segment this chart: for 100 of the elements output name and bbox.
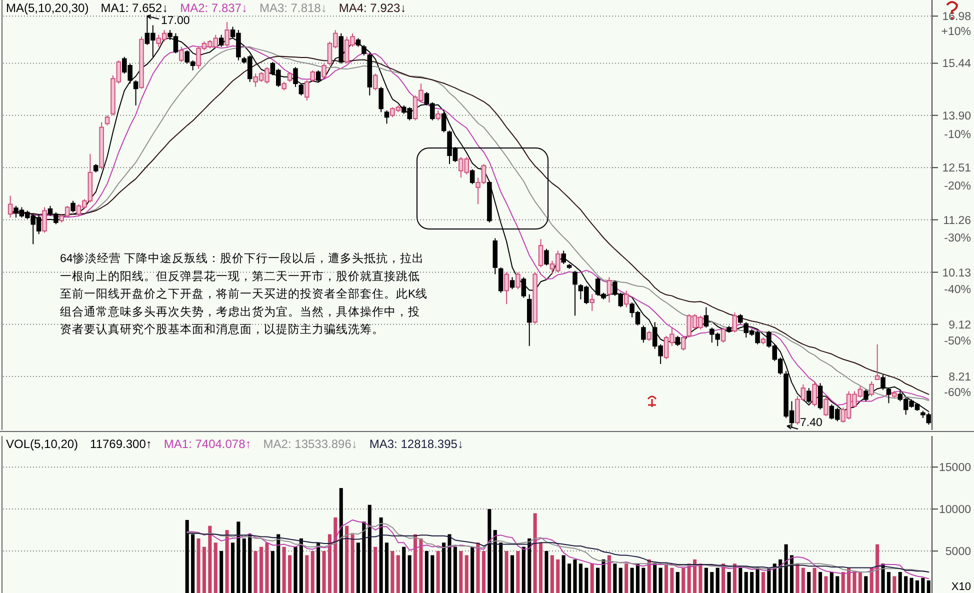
bar (778, 559, 782, 593)
bar (556, 559, 560, 593)
bar (732, 564, 736, 593)
candlestick (304, 80, 310, 102)
bar (259, 546, 264, 593)
candlestick (864, 388, 868, 402)
bar (624, 564, 628, 593)
candlestick (298, 83, 304, 96)
y-tick-label: 10000 (939, 504, 971, 516)
candlestick (812, 380, 817, 407)
bar (750, 572, 754, 593)
y-tick-label: 9.12 (948, 319, 971, 332)
bar (379, 517, 383, 593)
bar (716, 568, 720, 593)
bar (910, 578, 914, 593)
candlestick (498, 266, 504, 294)
bar (682, 568, 686, 593)
candlestick (224, 21, 230, 48)
bar (568, 564, 572, 593)
candlestick (738, 314, 743, 324)
bar (424, 551, 428, 593)
bar (898, 572, 902, 593)
candlestick (378, 86, 384, 113)
y-tick-label: 13.90 (942, 110, 971, 122)
bar (288, 555, 292, 593)
chart-subtitle: MA(5,10,20,30) (6, 1, 89, 15)
bar (533, 513, 537, 593)
bar (647, 559, 651, 593)
bar (693, 559, 697, 593)
bar (459, 551, 463, 593)
bar (470, 546, 474, 593)
bar (214, 542, 218, 593)
y-tick-label: 10.13 (942, 267, 971, 280)
bar (767, 568, 771, 593)
bar (350, 534, 354, 593)
candlestick (310, 70, 315, 82)
bar (248, 534, 252, 593)
annotation: 17.00 (161, 15, 190, 27)
bar (852, 572, 856, 593)
line-series (186, 532, 930, 573)
bar (864, 576, 868, 593)
bar (442, 542, 446, 593)
bar (704, 568, 708, 593)
candlestick (874, 344, 880, 380)
candlestick (538, 238, 544, 268)
bar (915, 580, 920, 593)
bar (208, 526, 212, 593)
bar (482, 551, 486, 593)
y2-tick-label: -40% (944, 284, 971, 296)
bar (578, 564, 582, 593)
bar (334, 517, 338, 593)
bar (362, 522, 366, 593)
bar (756, 568, 760, 593)
bar (453, 546, 457, 593)
candlestick (572, 270, 578, 316)
bar (436, 551, 440, 593)
candlestick (510, 276, 515, 290)
bar (202, 546, 206, 593)
candlestick (886, 388, 892, 404)
bar (801, 568, 805, 593)
candlestick (133, 80, 138, 106)
candlestick (606, 276, 612, 304)
bar (727, 572, 731, 593)
bar (584, 568, 588, 593)
candlestick (590, 294, 594, 312)
bar (322, 551, 326, 593)
candlestick (624, 290, 629, 308)
y2-tick-label: -50% (944, 335, 971, 348)
candlestick (806, 388, 812, 404)
candlestick (436, 110, 440, 121)
bar (573, 559, 577, 593)
candlestick (526, 294, 532, 347)
y2-tick-label: -20% (944, 180, 971, 193)
text: MA2: 13533.896↓ (263, 437, 358, 451)
candlestick (561, 250, 566, 264)
candlestick (504, 272, 509, 305)
bar (630, 568, 634, 593)
y-tick-label: 16.98 (942, 11, 971, 24)
line-series (186, 519, 930, 580)
bar (384, 542, 389, 593)
bar (196, 538, 200, 593)
bar (772, 564, 776, 593)
y2-tick-label: -30% (944, 232, 971, 244)
candlestick (732, 312, 738, 334)
candlestick (675, 335, 680, 347)
bar (396, 555, 400, 593)
bar (522, 546, 526, 593)
text: 11769.300↑ (90, 437, 152, 451)
bar (488, 509, 492, 593)
bar (596, 568, 600, 593)
bar (390, 551, 394, 593)
candlestick (42, 206, 47, 234)
bar (921, 578, 925, 593)
y2-tick-label: -10% (944, 129, 971, 142)
bar (761, 572, 765, 593)
bar (476, 542, 480, 593)
bar (841, 572, 845, 593)
bar (504, 551, 508, 593)
bar (722, 564, 726, 593)
candlestick (384, 110, 390, 124)
